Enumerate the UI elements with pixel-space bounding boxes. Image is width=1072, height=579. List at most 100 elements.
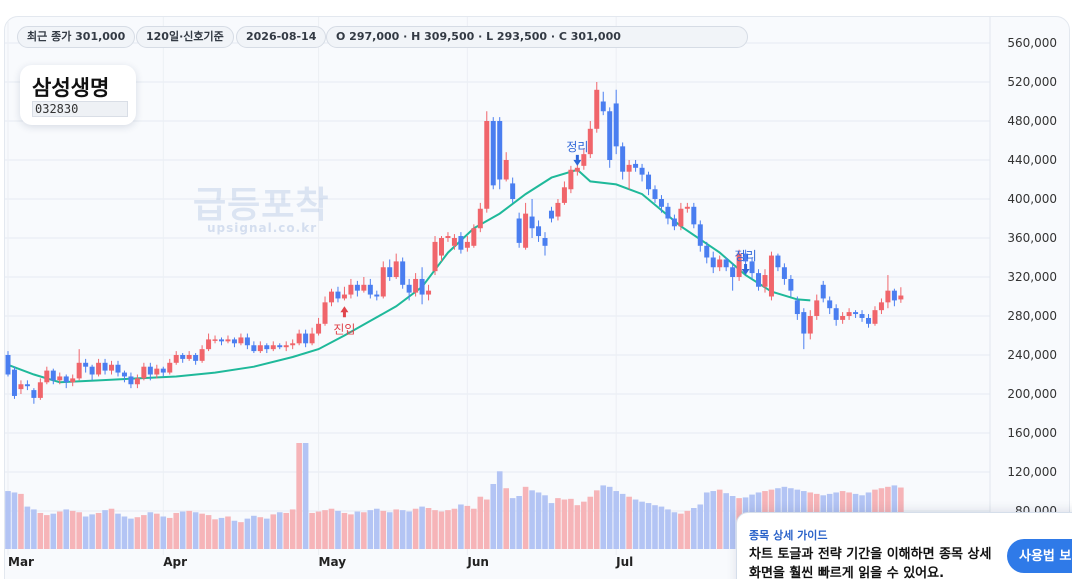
candle-body bbox=[406, 284, 412, 293]
volume-bar bbox=[419, 506, 425, 549]
candle-body bbox=[109, 364, 115, 371]
exit-label: 정리 bbox=[566, 140, 588, 154]
volume-bar bbox=[626, 496, 632, 549]
candle bbox=[866, 314, 872, 328]
candle-body bbox=[555, 202, 561, 217]
candle bbox=[238, 333, 244, 346]
candle bbox=[283, 341, 289, 352]
y-tick-label: 280,000 bbox=[1007, 309, 1057, 323]
volume-bar bbox=[593, 490, 600, 549]
candle bbox=[212, 335, 218, 344]
candle-body bbox=[438, 238, 444, 256]
candle-body bbox=[691, 206, 697, 225]
volume-bar bbox=[5, 491, 11, 549]
volume-bar bbox=[451, 508, 458, 549]
candle bbox=[548, 206, 554, 223]
y-tick-label: 440,000 bbox=[1007, 153, 1057, 167]
candle-body bbox=[781, 267, 787, 279]
volume-bar bbox=[257, 517, 264, 549]
candle bbox=[671, 214, 677, 231]
volume-bar bbox=[264, 518, 270, 549]
volume-bar bbox=[218, 517, 225, 549]
volume-bar bbox=[522, 486, 529, 549]
candle bbox=[749, 257, 755, 279]
candle bbox=[438, 236, 444, 262]
candle bbox=[756, 269, 762, 291]
volume-bar bbox=[561, 499, 568, 549]
guide-button[interactable]: 사용법 보기 bbox=[1007, 539, 1072, 573]
candle bbox=[413, 273, 419, 297]
candle-body bbox=[380, 267, 386, 297]
candle bbox=[704, 241, 710, 264]
volume-bar bbox=[37, 512, 44, 549]
candle-body bbox=[63, 376, 69, 383]
stock-name: 삼성생명 bbox=[32, 76, 110, 100]
candle bbox=[18, 380, 24, 394]
candle bbox=[594, 82, 600, 133]
candle-body bbox=[44, 370, 50, 383]
candle-body bbox=[413, 278, 419, 293]
candle bbox=[484, 111, 490, 213]
volume-bar bbox=[354, 511, 361, 549]
candle bbox=[646, 171, 652, 196]
y-tick-label: 160,000 bbox=[1007, 426, 1057, 440]
candle bbox=[516, 212, 522, 248]
volume-bar bbox=[386, 512, 393, 549]
volume-bar bbox=[703, 492, 710, 549]
candle bbox=[193, 353, 199, 365]
volume-bar bbox=[710, 491, 717, 549]
candle-body bbox=[121, 372, 127, 377]
y-tick-label: 560,000 bbox=[1007, 36, 1057, 50]
volume-bar bbox=[658, 506, 665, 549]
entry-arrow bbox=[340, 306, 349, 318]
candle bbox=[387, 259, 393, 281]
volume-bar bbox=[231, 520, 238, 549]
y-tick-label: 320,000 bbox=[1007, 270, 1057, 284]
candle-body bbox=[477, 208, 483, 229]
candle-body bbox=[600, 101, 606, 112]
volume-bar bbox=[723, 493, 729, 549]
candle bbox=[464, 236, 470, 252]
period-chip[interactable]: 120일·신호기준 bbox=[136, 26, 234, 48]
volume-bar bbox=[322, 510, 328, 549]
candle-body bbox=[840, 316, 846, 320]
candle bbox=[251, 341, 257, 354]
candle bbox=[587, 121, 593, 159]
candle bbox=[490, 117, 496, 190]
candle-body bbox=[348, 284, 354, 295]
candle-body bbox=[853, 312, 859, 315]
candle bbox=[833, 304, 839, 326]
volume-bar bbox=[458, 504, 464, 549]
date-chip: 2026-08-14 bbox=[236, 26, 327, 48]
candle-body bbox=[70, 378, 76, 383]
candle-body bbox=[626, 164, 632, 172]
volume-bar bbox=[581, 501, 587, 549]
candle-body bbox=[658, 199, 664, 207]
candle bbox=[853, 310, 859, 318]
volume-bar bbox=[134, 517, 141, 549]
candle-body bbox=[387, 267, 393, 277]
volume-bar bbox=[665, 509, 671, 549]
y-tick-label: 240,000 bbox=[1007, 348, 1057, 362]
candle bbox=[768, 251, 774, 301]
volume-bar bbox=[205, 515, 212, 549]
stock-code: 032830 bbox=[32, 101, 128, 117]
candle-body bbox=[76, 362, 82, 379]
candle bbox=[374, 290, 380, 301]
volume-bar bbox=[425, 508, 432, 549]
volume-bar bbox=[154, 513, 160, 549]
candle-body bbox=[50, 370, 56, 381]
candle-body bbox=[574, 167, 580, 172]
volume-bar bbox=[102, 510, 108, 549]
candle-body bbox=[37, 382, 43, 398]
candle bbox=[697, 220, 703, 252]
volume-bar bbox=[160, 516, 167, 549]
volume-bar bbox=[684, 510, 691, 549]
candle-body bbox=[31, 390, 37, 398]
candle-body bbox=[794, 300, 800, 315]
candle-body bbox=[898, 295, 904, 300]
volume-bar bbox=[587, 496, 594, 549]
